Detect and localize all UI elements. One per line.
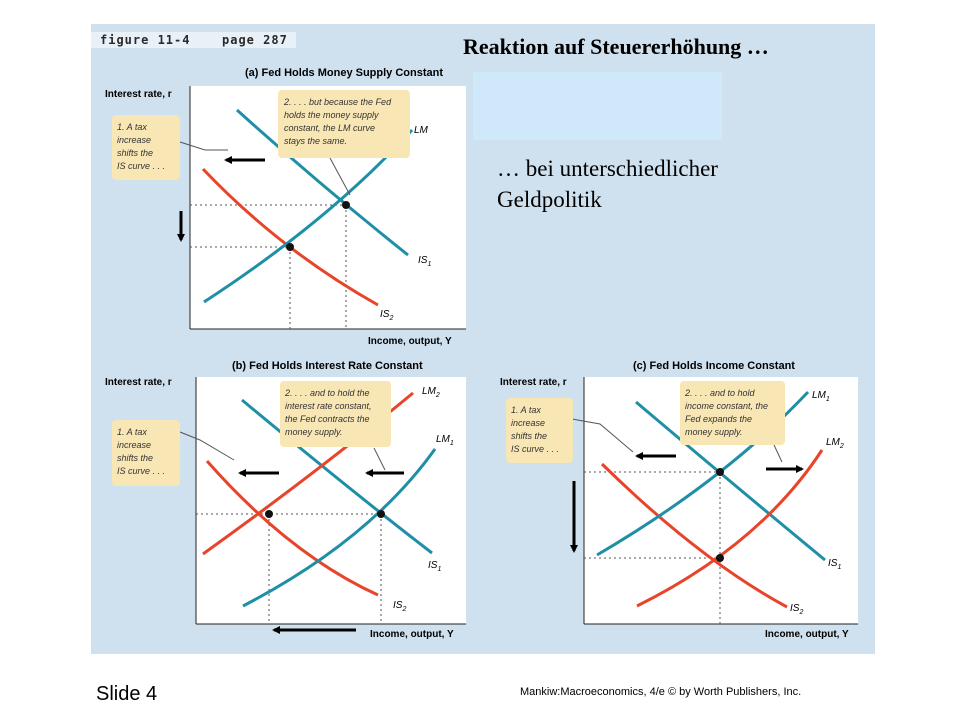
panel-a-lm-label: LM xyxy=(414,125,429,136)
panel-c-note1 xyxy=(506,398,573,463)
slide-subtitle: … bei unterschiedlicher Geldpolitik xyxy=(497,156,718,212)
panel-b: (b) Fed Holds Interest Rate Constant Int… xyxy=(105,360,466,640)
panel-a-equilibrium-1 xyxy=(342,201,350,209)
figure-page: page 287 xyxy=(222,33,288,47)
panel-c-y-axis-label: Interest rate, r xyxy=(500,377,567,388)
panel-b-is2-label: IS2 xyxy=(393,600,406,613)
panel-b-note2-leader xyxy=(373,447,386,471)
panel-b-lm1-curve xyxy=(242,448,437,608)
panel-a-is1-curve xyxy=(235,108,409,257)
panel-c-heading: (c) Fed Holds Income Constant xyxy=(633,360,795,372)
panel-b-note1-text: 1. A tax increase shifts the IS curve . … xyxy=(117,427,165,476)
panel-a-x-axis-label: Income, output, Y xyxy=(368,336,452,347)
panel-c-note1-leader xyxy=(571,418,634,453)
panel-a-is1-label: IS1 xyxy=(418,255,431,268)
panel-c-lm2-curve xyxy=(636,449,824,608)
panel-c-lm1-label: LM1 xyxy=(812,390,830,403)
panel-a: (a) Fed Holds Money Supply Constant Inte… xyxy=(105,67,466,347)
panel-b-note2-text: 2. . . . and to hold the interest rate c… xyxy=(284,388,374,437)
panel-a-is2-label: IS2 xyxy=(380,309,393,322)
panel-b-heading: (b) Fed Holds Interest Rate Constant xyxy=(232,360,423,372)
panel-a-note1 xyxy=(112,115,180,180)
panel-a-note2 xyxy=(278,90,410,158)
panel-b-note1-leader xyxy=(179,431,235,461)
panel-c-is2-label: IS2 xyxy=(790,603,803,616)
panel-b-equilibrium-1 xyxy=(377,510,385,518)
figure-label: figure 11-4 xyxy=(100,33,191,47)
panel-b-is2-curve xyxy=(205,460,379,597)
panel-c: (c) Fed Holds Income Constant Interest r… xyxy=(500,360,858,640)
panel-b-note1 xyxy=(112,420,180,486)
panel-b-guides xyxy=(196,513,382,624)
panel-c-is2-curve xyxy=(600,462,788,609)
slide-title: Reaktion auf Steuererhöhung … xyxy=(463,34,769,59)
panel-c-equilibrium-1 xyxy=(716,468,724,476)
panel-b-lm2-label: LM2 xyxy=(422,386,440,399)
panel-c-is1-curve xyxy=(635,400,826,562)
panel-c-guides xyxy=(584,471,721,624)
panel-c-note2-leader xyxy=(773,444,783,463)
panel-c-note2 xyxy=(680,381,785,445)
panel-a-y-axis-label: Interest rate, r xyxy=(105,89,172,100)
slide-number: Slide 4 xyxy=(96,683,158,705)
panel-a-note1-text: 1. A tax increase shifts the IS curve . … xyxy=(117,122,165,171)
panel-b-lm1-label: LM1 xyxy=(436,434,454,447)
panel-b-note2 xyxy=(280,381,391,447)
panel-b-x-axis-label: Income, output, Y xyxy=(370,629,454,640)
panel-c-lm2-label: LM2 xyxy=(826,437,844,450)
panel-a-equilibrium-2 xyxy=(286,243,294,251)
panel-b-is1-label: IS1 xyxy=(428,560,441,573)
panel-a-note2-leader xyxy=(329,157,351,196)
panel-c-note1-text: 1. A tax increase shifts the IS curve . … xyxy=(511,405,559,454)
panel-b-y-axis-label: Interest rate, r xyxy=(105,377,172,388)
panel-b-equilibrium-2 xyxy=(265,510,273,518)
copyright-credit: Mankiw:Macroeconomics, 4/e © by Worth Pu… xyxy=(520,686,802,698)
panel-b-is1-curve xyxy=(241,398,433,555)
panel-c-is1-label: IS1 xyxy=(828,558,841,571)
panel-c-note2-text: 2. . . . and to hold income constant, th… xyxy=(684,388,771,437)
panel-c-lm1-curve xyxy=(596,390,810,557)
panel-a-note2-text: 2. . . . but because the Fed holds the m… xyxy=(283,97,394,146)
panel-a-note1-leader xyxy=(179,141,228,151)
panel-a-guides xyxy=(190,204,347,329)
panel-c-x-axis-label: Income, output, Y xyxy=(765,629,849,640)
panel-c-equilibrium-2 xyxy=(716,554,724,562)
panel-a-heading: (a) Fed Holds Money Supply Constant xyxy=(245,67,443,79)
figure-tab xyxy=(91,32,296,48)
highlight-box xyxy=(473,72,722,140)
